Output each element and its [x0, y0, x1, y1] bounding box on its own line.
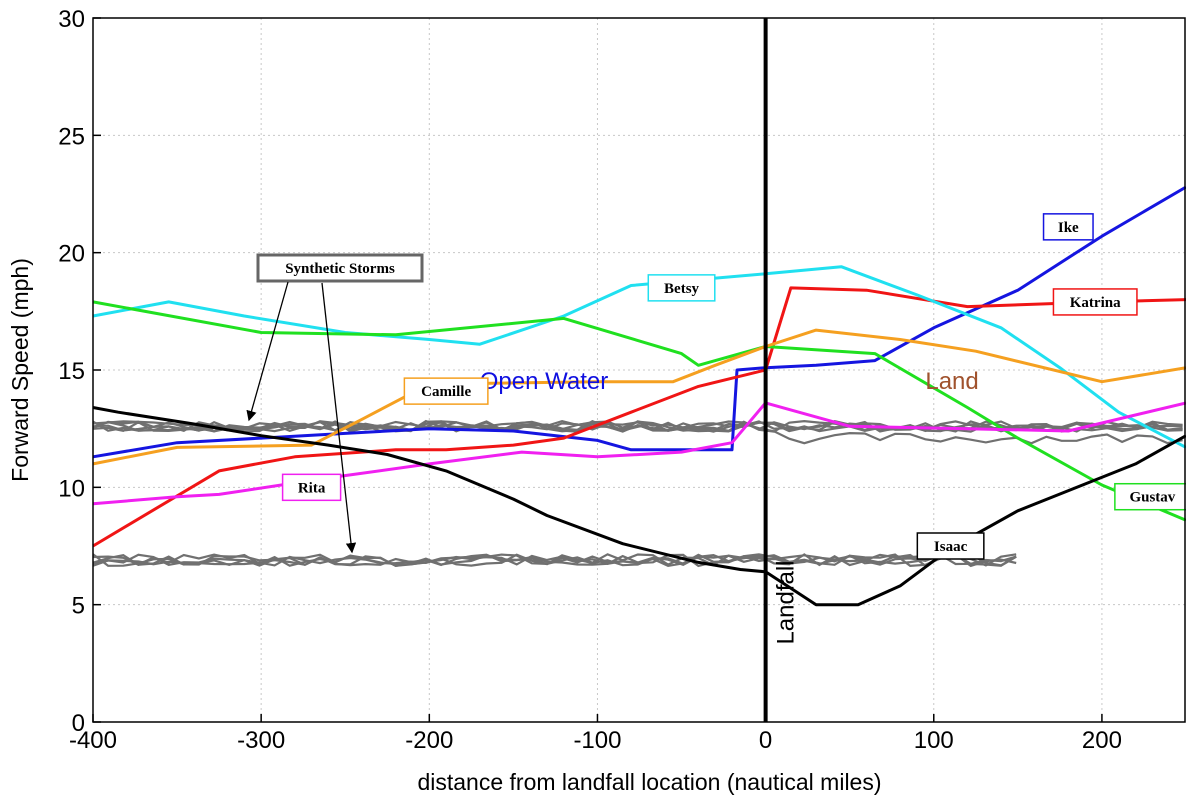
y-tick-label: 25 — [58, 123, 85, 150]
series-line-ike — [92, 185, 1186, 459]
series-label-betsy-box — [647, 274, 716, 302]
series-label-rita-box — [281, 473, 342, 502]
y-tick-label: 20 — [58, 241, 85, 268]
x-tick-label: 0 — [759, 727, 772, 754]
synthetic-storm-track-upper — [92, 420, 1183, 445]
y-tick-label: 0 — [72, 710, 85, 737]
region-label: Open Water — [480, 368, 609, 395]
synthetic-arrow-upper — [246, 281, 289, 422]
synthetic-storm-track-lower — [92, 553, 1017, 568]
series-label-gustav-text: Gustav — [1129, 490, 1175, 506]
region-label: Land — [925, 368, 978, 395]
series-label-gustav-box — [1114, 482, 1186, 511]
series-line-gustav — [92, 300, 1186, 522]
x-tick-label: 200 — [1082, 727, 1122, 754]
landfall-marker: Landfall — [763, 18, 800, 722]
series-label-betsy-text: Betsy — [664, 281, 699, 297]
landfall-label: Landfall — [773, 560, 800, 644]
synthetic-storms — [92, 419, 1183, 568]
x-axis-label: distance from landfall location (nautica… — [417, 769, 881, 795]
series-lines — [92, 185, 1186, 607]
series-label-ike-box — [1042, 213, 1094, 241]
x-tick-label: -100 — [573, 727, 621, 754]
y-tick-label: 30 — [58, 6, 85, 33]
synthetic-storms-label-text: Synthetic Storms — [285, 261, 395, 277]
series-label-isaac-text: Isaac — [934, 539, 968, 555]
synthetic-storms-label-box — [256, 253, 424, 283]
series-line-camille — [92, 328, 1186, 466]
y-tick-label: 10 — [58, 475, 85, 502]
series-line-betsy — [92, 265, 1186, 449]
x-tick-label: 100 — [914, 727, 954, 754]
annotations: Open Water Land Ike Katrina Betsy Gustav Camil… — [246, 213, 1186, 560]
series-label-rita-text: Rita — [298, 480, 326, 496]
series-label-ike-text: Ike — [1058, 220, 1079, 236]
x-tick-label: -300 — [237, 727, 285, 754]
synthetic-storm-track-lower — [92, 553, 1017, 567]
x-tick-label: -200 — [405, 727, 453, 754]
grid — [92, 17, 1186, 723]
y-tick-label: 15 — [58, 358, 85, 385]
synthetic-storm-track-upper — [92, 419, 1183, 433]
series-label-isaac-box — [916, 532, 985, 560]
series-label-katrina-text: Katrina — [1070, 295, 1121, 311]
y-axis-label: Forward Speed (mph) — [7, 258, 33, 482]
series-label-katrina-box — [1052, 288, 1138, 316]
axis-ticks: -400 -300 -200 -100 0 100 200 0 5 10 15 20 25 30 — [58, 6, 1122, 754]
synthetic-storm-track-lower — [92, 553, 1017, 568]
series-line-rita — [92, 401, 1186, 506]
y-tick-label: 5 — [72, 593, 85, 620]
series-label-camille-box — [403, 377, 489, 405]
synthetic-arrow-lower — [321, 282, 357, 554]
x-tick-label: -400 — [69, 727, 117, 754]
series-line-katrina — [92, 286, 1186, 548]
series-label-camille-text: Camille — [421, 384, 471, 400]
